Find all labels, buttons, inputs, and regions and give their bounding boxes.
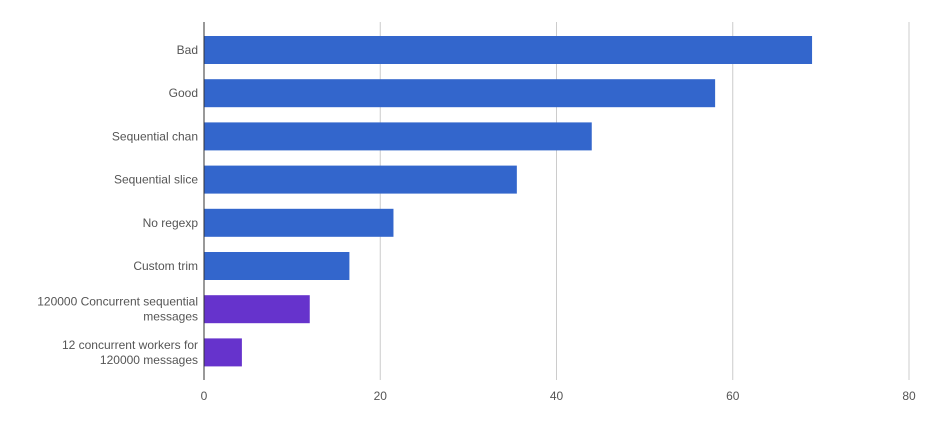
category-label: Custom trim (133, 259, 198, 273)
category-label: 120000 Concurrent sequential (37, 295, 198, 309)
category-label: Sequential slice (114, 173, 198, 187)
x-tick-label: 40 (550, 389, 564, 403)
x-tick-label: 60 (726, 389, 740, 403)
category-label: Bad (177, 43, 198, 57)
category-label: Sequential chan (112, 129, 198, 143)
bar (204, 338, 242, 367)
category-label: No regexp (143, 216, 199, 230)
x-tick-label: 80 (902, 389, 916, 403)
bar (204, 295, 310, 324)
x-tick-label: 20 (374, 389, 388, 403)
category-label: Good (169, 86, 198, 100)
bar (204, 79, 716, 108)
bar (204, 165, 517, 194)
category-label: 120000 messages (100, 353, 198, 367)
bar (204, 36, 813, 64)
bar (204, 122, 592, 151)
bar (204, 252, 350, 280)
x-tick-label: 0 (201, 389, 208, 403)
category-label: 12 concurrent workers for (62, 338, 198, 352)
bar (204, 208, 394, 237)
category-label: messages (143, 310, 198, 324)
